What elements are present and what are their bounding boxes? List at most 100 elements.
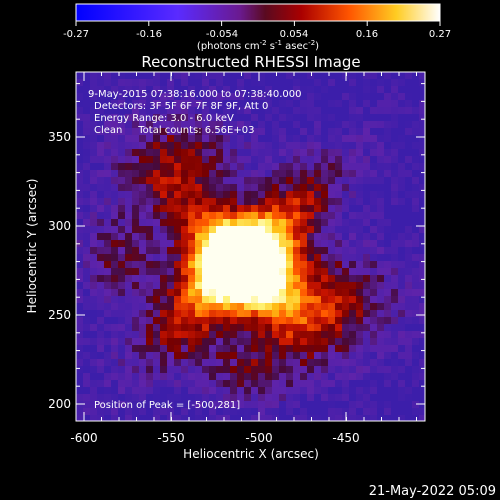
image-pixel (188, 373, 196, 381)
image-pixel (412, 394, 420, 402)
image-pixel (195, 177, 203, 185)
image-pixel (202, 163, 210, 171)
image-pixel (160, 121, 168, 129)
image-pixel (223, 86, 231, 94)
image-pixel (132, 282, 140, 290)
image-pixel (167, 338, 175, 346)
image-pixel (321, 345, 329, 353)
image-pixel (209, 163, 217, 171)
image-pixel (167, 408, 175, 416)
image-pixel (349, 107, 357, 115)
image-pixel (412, 380, 420, 388)
image-pixel (335, 135, 343, 143)
image-pixel (160, 303, 168, 311)
image-pixel (384, 219, 392, 227)
image-pixel (251, 107, 259, 115)
image-pixel (230, 142, 238, 150)
image-pixel (174, 352, 182, 360)
image-pixel (307, 289, 315, 297)
image-pixel (174, 289, 182, 297)
image-pixel (104, 240, 112, 248)
image-pixel (216, 149, 224, 157)
image-pixel (328, 177, 336, 185)
image-pixel (209, 86, 217, 94)
image-pixel (90, 93, 98, 101)
image-pixel (153, 170, 161, 178)
image-pixel (286, 366, 294, 374)
image-pixel (209, 156, 217, 164)
image-pixel (139, 359, 147, 367)
plot-frame (75, 71, 426, 422)
image-pixel (328, 170, 336, 178)
image-pixel (76, 212, 84, 220)
image-pixel (349, 86, 357, 94)
image-pixel (286, 128, 294, 136)
image-pixel (97, 184, 105, 192)
image-pixel (370, 359, 378, 367)
image-pixel (356, 114, 364, 122)
image-pixel (412, 310, 420, 318)
image-pixel (188, 198, 196, 206)
image-pixel (419, 408, 425, 416)
image-pixel (174, 226, 182, 234)
image-pixel (314, 121, 322, 129)
image-pixel (244, 107, 252, 115)
image-pixel (349, 394, 357, 402)
image-pixel (153, 247, 161, 255)
image-pixel (384, 163, 392, 171)
image-pixel (83, 212, 91, 220)
image-pixel (377, 317, 385, 325)
image-pixel (349, 233, 357, 241)
image-pixel (160, 345, 168, 353)
image-pixel (349, 142, 357, 150)
image-pixel (160, 135, 168, 143)
image-pixel (377, 310, 385, 318)
image-pixel (384, 184, 392, 192)
image-pixel (265, 310, 273, 318)
image-pixel (216, 275, 224, 283)
image-pixel (335, 331, 343, 339)
image-pixel (139, 107, 147, 115)
image-pixel (230, 275, 238, 283)
image-pixel (174, 163, 182, 171)
image-pixel (216, 219, 224, 227)
image-pixel (251, 100, 259, 108)
image-pixel (251, 121, 259, 129)
image-pixel (118, 247, 126, 255)
image-pixel (335, 149, 343, 157)
image-pixel (286, 219, 294, 227)
image-pixel (363, 135, 371, 143)
image-pixel (349, 121, 357, 129)
image-pixel (279, 135, 287, 143)
image-pixel (328, 296, 336, 304)
image-pixel (377, 352, 385, 360)
image-pixel (97, 275, 105, 283)
image-pixel (153, 331, 161, 339)
image-pixel (279, 303, 287, 311)
image-pixel (398, 128, 406, 136)
image-pixel (174, 191, 182, 199)
image-pixel (293, 149, 301, 157)
image-pixel (195, 205, 203, 213)
image-pixel (230, 415, 238, 421)
image-pixel (216, 247, 224, 255)
image-pixel (160, 128, 168, 136)
image-pixel (405, 205, 413, 213)
image-pixel (398, 408, 406, 416)
image-pixel (258, 100, 266, 108)
image-pixel (272, 170, 280, 178)
image-pixel (307, 401, 315, 409)
image-pixel (272, 226, 280, 234)
image-pixel (223, 149, 231, 157)
image-pixel (377, 93, 385, 101)
image-pixel (153, 226, 161, 234)
image-pixel (286, 331, 294, 339)
image-pixel (202, 93, 210, 101)
image-pixel (160, 177, 168, 185)
image-pixel (181, 366, 189, 374)
image-pixel (349, 359, 357, 367)
image-pixel (314, 247, 322, 255)
image-pixel (174, 219, 182, 227)
image-pixel (195, 142, 203, 150)
image-pixel (321, 373, 329, 381)
